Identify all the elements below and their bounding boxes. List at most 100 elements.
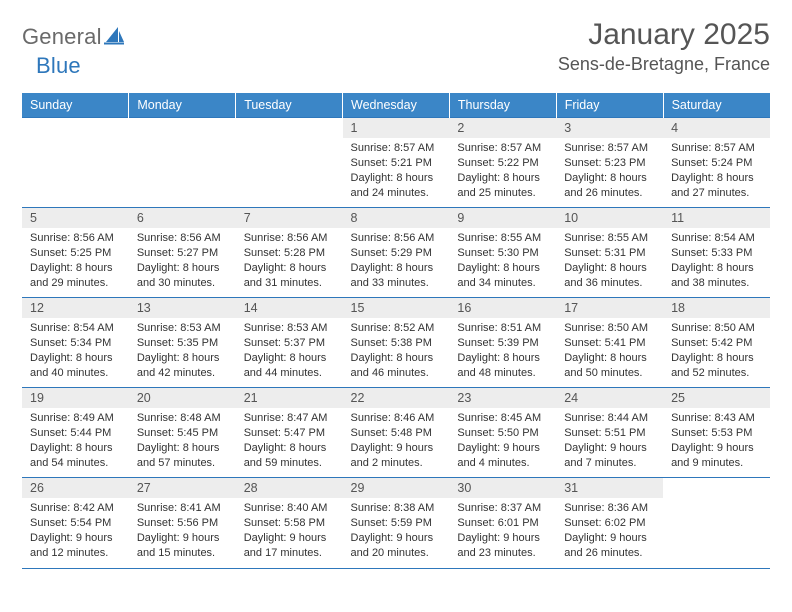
day-details: Sunrise: 8:42 AMSunset: 5:54 PMDaylight:…: [22, 498, 129, 566]
day-number: 26: [22, 478, 129, 498]
calendar-cell: 15Sunrise: 8:52 AMSunset: 5:38 PMDayligh…: [343, 298, 450, 388]
day-number: 4: [663, 118, 770, 138]
day-details: Sunrise: 8:44 AMSunset: 5:51 PMDaylight:…: [556, 408, 663, 476]
day-number: 12: [22, 298, 129, 318]
day-details: Sunrise: 8:49 AMSunset: 5:44 PMDaylight:…: [22, 408, 129, 476]
day-number: 6: [129, 208, 236, 228]
calendar-cell: 14Sunrise: 8:53 AMSunset: 5:37 PMDayligh…: [236, 298, 343, 388]
calendar-cell: 5Sunrise: 8:56 AMSunset: 5:25 PMDaylight…: [22, 208, 129, 298]
day-details: Sunrise: 8:56 AMSunset: 5:25 PMDaylight:…: [22, 228, 129, 296]
calendar-cell: 31Sunrise: 8:36 AMSunset: 6:02 PMDayligh…: [556, 478, 663, 568]
logo-text-1: General: [22, 24, 102, 50]
day-details: Sunrise: 8:57 AMSunset: 5:22 PMDaylight:…: [449, 138, 556, 206]
day-details: Sunrise: 8:53 AMSunset: 5:37 PMDaylight:…: [236, 318, 343, 386]
day-number: 18: [663, 298, 770, 318]
day-number: 30: [449, 478, 556, 498]
calendar-cell: [236, 118, 343, 208]
day-number: 2: [449, 118, 556, 138]
calendar-body: 1Sunrise: 8:57 AMSunset: 5:21 PMDaylight…: [22, 118, 770, 568]
calendar-page: General January 2025 Sens-de-Bretagne, F…: [0, 0, 792, 569]
day-number: 29: [343, 478, 450, 498]
day-details: Sunrise: 8:56 AMSunset: 5:27 PMDaylight:…: [129, 228, 236, 296]
calendar-cell: 16Sunrise: 8:51 AMSunset: 5:39 PMDayligh…: [449, 298, 556, 388]
calendar-cell: 12Sunrise: 8:54 AMSunset: 5:34 PMDayligh…: [22, 298, 129, 388]
day-number: 15: [343, 298, 450, 318]
day-number: 22: [343, 388, 450, 408]
day-details: Sunrise: 8:51 AMSunset: 5:39 PMDaylight:…: [449, 318, 556, 386]
day-number: 7: [236, 208, 343, 228]
calendar-week-row: 5Sunrise: 8:56 AMSunset: 5:25 PMDaylight…: [22, 208, 770, 298]
calendar-cell: 6Sunrise: 8:56 AMSunset: 5:27 PMDaylight…: [129, 208, 236, 298]
calendar-week-row: 12Sunrise: 8:54 AMSunset: 5:34 PMDayligh…: [22, 298, 770, 388]
calendar-cell: 20Sunrise: 8:48 AMSunset: 5:45 PMDayligh…: [129, 388, 236, 478]
day-number: 1: [343, 118, 450, 138]
calendar-cell: 18Sunrise: 8:50 AMSunset: 5:42 PMDayligh…: [663, 298, 770, 388]
day-number: 16: [449, 298, 556, 318]
day-number: 24: [556, 388, 663, 408]
calendar-cell: 27Sunrise: 8:41 AMSunset: 5:56 PMDayligh…: [129, 478, 236, 568]
calendar-week-row: 26Sunrise: 8:42 AMSunset: 5:54 PMDayligh…: [22, 478, 770, 568]
calendar-cell: [22, 118, 129, 208]
logo: General: [22, 24, 126, 50]
day-details: Sunrise: 8:52 AMSunset: 5:38 PMDaylight:…: [343, 318, 450, 386]
day-details: Sunrise: 8:47 AMSunset: 5:47 PMDaylight:…: [236, 408, 343, 476]
day-details: Sunrise: 8:43 AMSunset: 5:53 PMDaylight:…: [663, 408, 770, 476]
day-number: 27: [129, 478, 236, 498]
calendar-table: Sunday Monday Tuesday Wednesday Thursday…: [22, 93, 770, 568]
day-number-empty: [129, 118, 236, 138]
calendar-cell: 19Sunrise: 8:49 AMSunset: 5:44 PMDayligh…: [22, 388, 129, 478]
day-number: 28: [236, 478, 343, 498]
calendar-cell: 8Sunrise: 8:56 AMSunset: 5:29 PMDaylight…: [343, 208, 450, 298]
day-number-empty: [236, 118, 343, 138]
calendar-cell: 13Sunrise: 8:53 AMSunset: 5:35 PMDayligh…: [129, 298, 236, 388]
calendar-cell: 1Sunrise: 8:57 AMSunset: 5:21 PMDaylight…: [343, 118, 450, 208]
day-number: 8: [343, 208, 450, 228]
weekday-header: Sunday: [22, 93, 129, 118]
day-details: Sunrise: 8:57 AMSunset: 5:21 PMDaylight:…: [343, 138, 450, 206]
day-details: Sunrise: 8:45 AMSunset: 5:50 PMDaylight:…: [449, 408, 556, 476]
day-details: Sunrise: 8:41 AMSunset: 5:56 PMDaylight:…: [129, 498, 236, 566]
calendar-cell: 2Sunrise: 8:57 AMSunset: 5:22 PMDaylight…: [449, 118, 556, 208]
day-number: 11: [663, 208, 770, 228]
day-number: 14: [236, 298, 343, 318]
day-number-empty: [22, 118, 129, 138]
calendar-cell: 9Sunrise: 8:55 AMSunset: 5:30 PMDaylight…: [449, 208, 556, 298]
calendar-cell: 11Sunrise: 8:54 AMSunset: 5:33 PMDayligh…: [663, 208, 770, 298]
day-details: Sunrise: 8:48 AMSunset: 5:45 PMDaylight:…: [129, 408, 236, 476]
day-details: Sunrise: 8:53 AMSunset: 5:35 PMDaylight:…: [129, 318, 236, 386]
day-number: 3: [556, 118, 663, 138]
logo-text-2: Blue: [36, 53, 81, 78]
day-details: Sunrise: 8:57 AMSunset: 5:24 PMDaylight:…: [663, 138, 770, 206]
calendar-cell: 24Sunrise: 8:44 AMSunset: 5:51 PMDayligh…: [556, 388, 663, 478]
calendar-header-row: Sunday Monday Tuesday Wednesday Thursday…: [22, 93, 770, 118]
weekday-header: Wednesday: [343, 93, 450, 118]
day-number: 10: [556, 208, 663, 228]
calendar-cell: 29Sunrise: 8:38 AMSunset: 5:59 PMDayligh…: [343, 478, 450, 568]
sail-icon: [104, 25, 126, 50]
calendar-cell: 26Sunrise: 8:42 AMSunset: 5:54 PMDayligh…: [22, 478, 129, 568]
day-number-empty: [663, 478, 770, 498]
day-details: Sunrise: 8:56 AMSunset: 5:28 PMDaylight:…: [236, 228, 343, 296]
day-number: 21: [236, 388, 343, 408]
calendar-cell: [663, 478, 770, 568]
calendar-cell: 23Sunrise: 8:45 AMSunset: 5:50 PMDayligh…: [449, 388, 556, 478]
day-number: 9: [449, 208, 556, 228]
day-number: 31: [556, 478, 663, 498]
day-details: Sunrise: 8:50 AMSunset: 5:42 PMDaylight:…: [663, 318, 770, 386]
day-number: 19: [22, 388, 129, 408]
day-number: 25: [663, 388, 770, 408]
calendar-cell: 4Sunrise: 8:57 AMSunset: 5:24 PMDaylight…: [663, 118, 770, 208]
day-number: 13: [129, 298, 236, 318]
day-details: Sunrise: 8:40 AMSunset: 5:58 PMDaylight:…: [236, 498, 343, 566]
day-details: Sunrise: 8:36 AMSunset: 6:02 PMDaylight:…: [556, 498, 663, 566]
calendar-cell: 25Sunrise: 8:43 AMSunset: 5:53 PMDayligh…: [663, 388, 770, 478]
calendar-cell: 17Sunrise: 8:50 AMSunset: 5:41 PMDayligh…: [556, 298, 663, 388]
calendar-week-row: 1Sunrise: 8:57 AMSunset: 5:21 PMDaylight…: [22, 118, 770, 208]
page-title: January 2025: [558, 18, 770, 52]
weekday-header: Friday: [556, 93, 663, 118]
weekday-header: Monday: [129, 93, 236, 118]
day-details: Sunrise: 8:54 AMSunset: 5:34 PMDaylight:…: [22, 318, 129, 386]
day-details: Sunrise: 8:56 AMSunset: 5:29 PMDaylight:…: [343, 228, 450, 296]
calendar-cell: 30Sunrise: 8:37 AMSunset: 6:01 PMDayligh…: [449, 478, 556, 568]
calendar-cell: 10Sunrise: 8:55 AMSunset: 5:31 PMDayligh…: [556, 208, 663, 298]
